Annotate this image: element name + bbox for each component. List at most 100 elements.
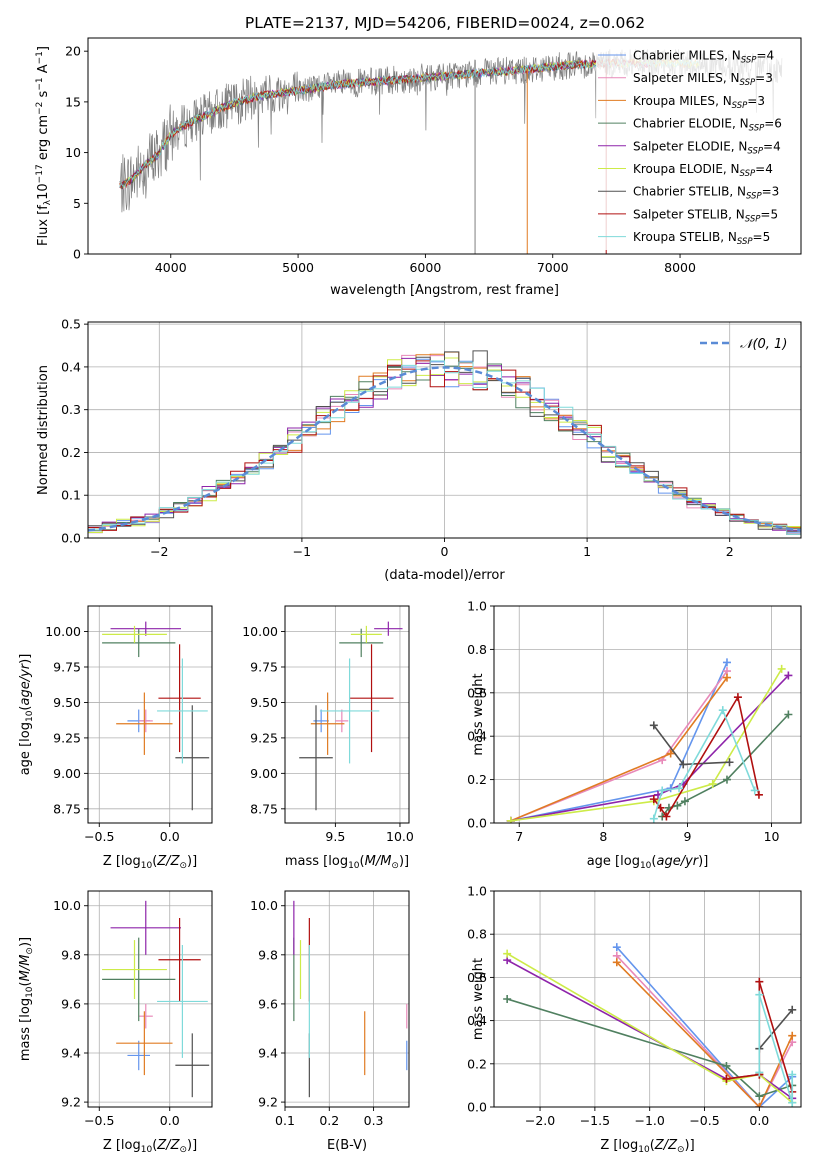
label-part: ( [18,706,33,711]
legend-entry: Kroupa ELODIE, NSSP=4 [633,162,773,179]
label-part: ⊙ [179,1145,187,1155]
label-part: ] [36,46,51,51]
weight-marker [722,673,731,682]
panel-mass_vs_Z: −0.5 0.09.29.49.69.810.0Z [log10(Z/Z⊙)]ma… [18,890,213,1155]
label-part: Z/Z [156,1138,180,1153]
label-part: mass [log [18,998,33,1061]
weight-line [510,668,783,822]
weight-marker [675,784,684,793]
y-tick-label: 1.0 [467,884,487,899]
x-tick-label: 0.0 [160,1113,180,1128]
y-tick-label: 15 [65,94,81,109]
weight-marker [722,775,731,784]
legend-sub: SSP [747,146,763,156]
legend-sep: , N [729,185,746,199]
legend-eq: = [763,139,773,153]
label-part: mass [log [285,854,348,869]
legend-sub: SSP [746,192,762,202]
weight-marker [658,786,667,795]
label-part: )] [187,854,197,869]
x-tick-label: −2 [150,544,168,559]
weight-line [616,955,793,1107]
x-axis-label: (data-model)/error [384,568,505,583]
weight-marker [755,1092,764,1101]
label-part: )] [685,1138,695,1153]
x-tick-label: −2.0 [525,1113,555,1128]
plot-area [506,658,793,823]
label-part: ( [18,981,33,986]
legend-label: 𝒩(0, 1) [740,337,787,352]
weight-marker [777,664,786,673]
label-part: )] [18,937,33,947]
legend-sep: , N [715,94,732,108]
x-tick-label: 9 [683,829,691,844]
legend-eq: = [762,185,772,199]
legend-eq: = [755,162,765,176]
weight-marker [788,1098,797,1107]
label-part: 10 [638,1145,650,1155]
weight-line [506,952,793,1104]
y-tick-label: 0.2 [467,772,487,787]
y-tick-label: 0.2 [467,1056,487,1071]
y-tick-label: 9.50 [53,695,81,710]
y-tick-label: 0 [73,247,81,262]
x-axis-label: Z [log10(Z/Z⊙)] [103,854,197,871]
y-tick-label: 10.0 [250,898,278,913]
weight-line [758,1009,793,1050]
plot-area [102,900,210,1098]
legend-name: Kroupa MILES [633,94,715,108]
label-part: 10 [36,183,51,200]
legend-name: Kroupa ELODIE [633,162,723,176]
label-part: Z [log [103,1138,141,1153]
y-tick-label: 5 [73,196,81,211]
weight-marker [755,977,764,986]
y-tick-label: 0.4 [61,359,81,374]
x-tick-label: 8000 [664,260,696,275]
legend-nssp: 5 [770,207,778,221]
y-tick-label: 0.6 [467,685,487,700]
x-tick-label: 9.5 [325,829,345,844]
grid-lines [285,606,409,823]
weight-marker [666,749,675,758]
legend-entry: Salpeter ELODIE, NSSP=4 [633,139,781,156]
y-axis-label: age [log10(age/yr)] [18,654,35,776]
x-tick-label: 0.0 [749,1113,769,1128]
label-part: 10 [640,861,652,871]
label-part: age [log [18,722,33,775]
weight-marker [722,658,731,667]
y-tick-label: 9.6 [61,996,81,1011]
legend-name: Chabrier MILES [633,49,724,63]
y-tick-label: 9.75 [250,659,278,674]
panel-weight_vs_Z: −2.0 −1.5 −1.0 −0.5 0.0 0.0 0.2 0.4 0.6 0.8 1.0 Z [… [467,884,802,1155]
x-tick-label: 6000 [409,260,441,275]
legend-entry: Kroupa STELIB, NSSP=5 [633,230,770,247]
legend-nssp: 3 [757,94,765,108]
y-axis-label: mass [log10(M/M⊙)] [18,937,35,1061]
legend-entry: Chabrier MILES, NSSP=4 [633,49,774,66]
label-part: )] [698,854,708,869]
weight-line [616,961,793,1107]
plot-area [299,621,403,811]
y-tick-label: 9.75 [53,659,81,674]
x-tick-label: 10.0 [386,829,414,844]
weight-marker [755,1103,764,1107]
label-part: ⊙ [391,861,399,871]
weight-marker [649,721,658,730]
label-part: 10 [25,710,35,722]
label-part: −17 [35,164,45,183]
legend-name: Salpeter MILES [633,71,723,85]
panel-age_vs_mass: 9.5 10.0 8.75 9.00 9.25 9.50 9.75 10.00 mass [lo… [242,605,414,871]
plot-area [88,350,801,538]
normal-reference-curve [88,366,801,532]
y-tick-label: 9.00 [53,766,81,781]
weight-marker [506,816,515,823]
legend-nssp: 4 [773,139,781,153]
axes-frame [87,37,802,255]
label-part: Z/Z [156,854,180,869]
x-axis-label: Z [log10(Z/Z⊙)] [103,1138,197,1155]
legend-sep: , N [732,117,749,131]
x-tick-label: 2 [726,544,734,559]
axes-frame [87,605,213,824]
legend-eq: = [760,207,770,221]
weight-marker [503,995,512,1003]
